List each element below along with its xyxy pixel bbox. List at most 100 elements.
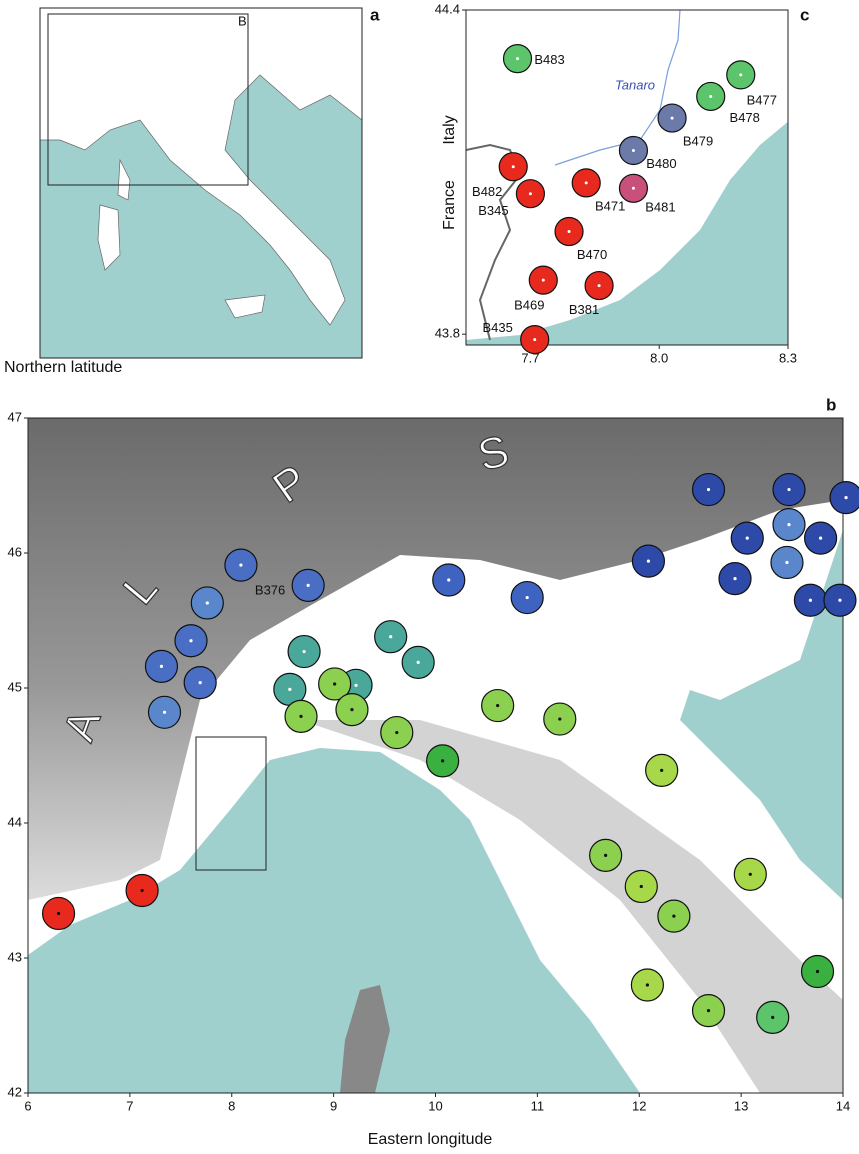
- y-tick-label: 47: [8, 409, 22, 424]
- x-axis-title: Eastern longitude: [368, 1131, 493, 1148]
- site-center: [598, 284, 601, 287]
- site-center: [671, 117, 674, 120]
- y-tick-label: 42: [8, 1084, 22, 1099]
- site-center: [739, 73, 742, 76]
- x-tick-label: 7: [126, 1098, 133, 1113]
- site-label: B471: [595, 198, 625, 213]
- site-label: B477: [747, 92, 777, 107]
- y-tick-label: 45: [8, 679, 22, 694]
- site-center: [529, 192, 532, 195]
- site-center: [542, 279, 545, 282]
- x-tick-label: 10: [428, 1098, 442, 1113]
- site-center: [417, 661, 420, 664]
- site-center: [819, 537, 822, 540]
- site-center: [441, 759, 444, 762]
- site-center: [302, 650, 305, 653]
- site-center: [57, 912, 60, 915]
- site-label: B435: [483, 320, 513, 335]
- site-center: [709, 95, 712, 98]
- site-center: [526, 596, 529, 599]
- site-label: B480: [646, 156, 676, 171]
- x-tick-label: 13: [734, 1098, 748, 1113]
- site-center: [160, 665, 163, 668]
- site-center: [206, 601, 209, 604]
- site-center: [787, 523, 790, 526]
- site-center: [844, 496, 847, 499]
- site-center: [672, 915, 675, 918]
- site-center: [707, 1009, 710, 1012]
- site-center: [749, 873, 752, 876]
- site-center: [785, 561, 788, 564]
- site-center: [787, 488, 790, 491]
- site-center: [389, 635, 392, 638]
- site-center: [496, 704, 499, 707]
- y-tick-label: 46: [8, 544, 22, 559]
- y-axis-title: Northern latitude: [4, 359, 122, 376]
- river-label: Tanaro: [615, 77, 655, 92]
- site-center: [771, 1016, 774, 1019]
- site-center: [199, 681, 202, 684]
- site-center: [604, 854, 607, 857]
- site-label: B470: [577, 247, 607, 262]
- site-center: [239, 564, 242, 567]
- site-label: B481: [645, 200, 675, 215]
- site-center: [533, 338, 536, 341]
- site-center: [646, 983, 649, 986]
- x-tick-label: 11: [531, 1098, 545, 1113]
- site-center: [809, 599, 812, 602]
- figure: B a Tanaro Italy France c A L P S: [0, 0, 859, 1154]
- x-tick-label: 14: [836, 1098, 850, 1113]
- site-center: [632, 149, 635, 152]
- site-center: [288, 688, 291, 691]
- site-label: B482: [472, 184, 502, 199]
- site-center: [585, 181, 588, 184]
- site-center: [647, 560, 650, 563]
- panel-a: B a: [40, 5, 380, 358]
- inset-label: B: [238, 13, 247, 28]
- site-label: B376: [255, 583, 285, 598]
- site-center: [354, 684, 357, 687]
- site-center: [558, 717, 561, 720]
- x-tick-label: 9: [330, 1098, 337, 1113]
- site-center: [516, 57, 519, 60]
- x-tick-label: 8.3: [779, 350, 797, 365]
- y-tick-label: 43.8: [435, 326, 460, 341]
- panel-label: b: [826, 395, 836, 414]
- site-center: [189, 639, 192, 642]
- x-tick-label: 12: [632, 1098, 646, 1113]
- site-center: [141, 889, 144, 892]
- site-center: [512, 165, 515, 168]
- site-center: [307, 584, 310, 587]
- y-tick-label: 44: [8, 814, 22, 829]
- site-center: [163, 711, 166, 714]
- x-tick-label: 8: [228, 1098, 235, 1113]
- site-center: [816, 970, 819, 973]
- site-label: B483: [534, 52, 564, 67]
- site-center: [746, 537, 749, 540]
- panel-label: c: [800, 5, 809, 24]
- panel-c: Tanaro Italy France c: [441, 5, 809, 345]
- site-label: B469: [514, 298, 544, 313]
- site-center: [640, 885, 643, 888]
- site-center: [707, 488, 710, 491]
- site-center: [733, 577, 736, 580]
- site-label: B381: [569, 302, 599, 317]
- y-tick-label: 44.4: [435, 1, 460, 16]
- site-center: [350, 708, 353, 711]
- site-center: [568, 230, 571, 233]
- x-tick-label: 6: [24, 1098, 31, 1113]
- site-center: [838, 599, 841, 602]
- site-label: B345: [478, 203, 508, 218]
- site-center: [299, 715, 302, 718]
- country-label: France: [441, 180, 458, 230]
- site-center: [447, 578, 450, 581]
- site-label: B478: [730, 110, 760, 125]
- x-tick-label: 8.0: [650, 350, 668, 365]
- panel-label: a: [370, 5, 380, 24]
- site-center: [632, 187, 635, 190]
- site-center: [395, 731, 398, 734]
- y-tick-label: 43: [8, 949, 22, 964]
- site-label: B479: [683, 134, 713, 149]
- site-center: [333, 682, 336, 685]
- site-center: [660, 769, 663, 772]
